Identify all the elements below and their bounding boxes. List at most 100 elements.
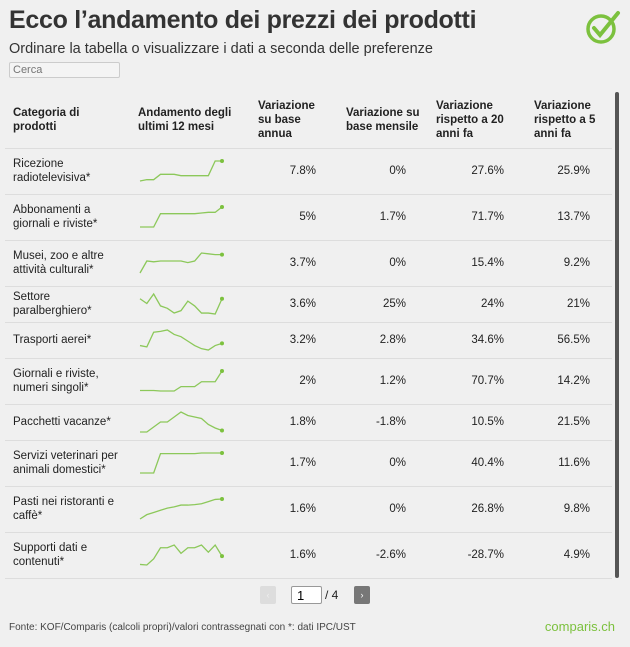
- value-monthly: 25%: [338, 286, 428, 323]
- price-table: Categoria di prodotti Andamento degli ult…: [5, 92, 612, 579]
- source-note: Fonte: KOF/Comparis (calcoli propri)/val…: [9, 622, 356, 633]
- page-subtitle: Ordinare la tabella o visualizzare i dat…: [9, 41, 433, 57]
- value-monthly: 1.7%: [338, 194, 428, 241]
- value-y5: 11.6%: [526, 440, 612, 487]
- sparkline-line: [139, 329, 223, 351]
- value-y20: 40.4%: [428, 440, 526, 487]
- table-row: Servizi veterinari per animali domestici…: [5, 440, 612, 487]
- value-y5: 14.2%: [526, 358, 612, 405]
- sparkline: [139, 497, 224, 520]
- page-total: / 4: [325, 588, 339, 602]
- sparkline-end-point: [220, 205, 224, 209]
- search-input[interactable]: [9, 62, 120, 78]
- value-monthly: 1.2%: [338, 358, 428, 405]
- sparkline: [139, 292, 224, 315]
- value-y20: 70.7%: [428, 358, 526, 405]
- value-annual: 7.8%: [250, 148, 338, 195]
- value-monthly: 0%: [338, 240, 428, 287]
- brand-link[interactable]: comparis.ch: [544, 619, 615, 634]
- value-y5: 21.5%: [526, 404, 612, 441]
- value-y5: 4.9%: [526, 532, 612, 579]
- sparkline-line: [139, 292, 223, 315]
- value-y5: 56.5%: [526, 322, 612, 359]
- category-name: Musei, zoo e altre attività culturali*: [5, 240, 130, 287]
- sparkline-line: [139, 543, 223, 566]
- column-header[interactable]: Andamento degli ultimi 12 mesi: [130, 92, 250, 149]
- prev-page-button[interactable]: ‹: [260, 586, 276, 604]
- sparkline-end-point: [220, 451, 224, 455]
- sparkline-end-point: [220, 497, 224, 501]
- sparkline: [140, 411, 224, 433]
- scrollbar[interactable]: [615, 92, 619, 578]
- value-y20: 34.6%: [428, 322, 526, 359]
- column-header[interactable]: Variazione su base annua: [250, 92, 338, 149]
- value-monthly: 2.8%: [338, 322, 428, 359]
- table-row: Supporti dati e contenuti* 1.6% -2.6% -28.7…: [5, 532, 612, 579]
- category-name: Supporti dati e contenuti*: [5, 532, 130, 579]
- value-y20: 26.8%: [428, 486, 526, 533]
- page-number-input[interactable]: [291, 586, 322, 604]
- category-name: Pasti nei ristoranti e caffè*: [5, 486, 130, 533]
- sparkline-line: [140, 452, 222, 474]
- sparkline-end-point: [220, 369, 224, 373]
- table-row: Abbonamenti a giornali e riviste* 5% 1.7% 7…: [5, 194, 612, 241]
- table-row: Settore paralberghiero* 3.6% 25% 24% 21%: [5, 286, 612, 323]
- chevron-right-icon: ›: [360, 590, 364, 600]
- trend-cell: [130, 404, 250, 441]
- column-header[interactable]: Variazione su base mensile: [338, 92, 428, 149]
- value-y5: 25.9%: [526, 148, 612, 195]
- value-annual: 3.2%: [250, 322, 338, 359]
- value-annual: 5%: [250, 194, 338, 241]
- sparkline: [140, 205, 224, 228]
- value-annual: 3.7%: [250, 240, 338, 287]
- value-y5: 9.2%: [526, 240, 612, 287]
- column-header[interactable]: Variazione rispetto a 5 anni fa: [526, 92, 612, 149]
- value-monthly: 0%: [338, 486, 428, 533]
- value-y20: -28.7%: [428, 532, 526, 579]
- table-row: Ricezione radiotelevisiva* 7.8% 0% 27.6% 25.…: [5, 148, 612, 195]
- category-name: Abbonamenti a giornali e riviste*: [5, 194, 130, 241]
- sparkline: [140, 451, 224, 474]
- sparkline-end-point: [220, 554, 224, 559]
- value-y20: 10.5%: [428, 404, 526, 441]
- sparkline-line: [139, 252, 222, 274]
- category-name: Settore paralberghiero*: [5, 286, 130, 323]
- table-row: Pacchetti vacanze* 1.8% -1.8% 10.5% 21.5%: [5, 404, 612, 441]
- trend-cell: [130, 440, 250, 487]
- checkmark-logo-icon: [586, 11, 620, 44]
- sparkline: [139, 543, 224, 566]
- value-monthly: 0%: [338, 148, 428, 195]
- category-name: Giornali e riviste, numeri singoli*: [5, 358, 130, 405]
- sparkline-line: [140, 370, 223, 392]
- trend-cell: [130, 358, 250, 405]
- trend-cell: [130, 286, 250, 323]
- chevron-left-icon: ‹: [266, 590, 270, 600]
- table-row: Pasti nei ristoranti e caffè* 1.6% 0% 26.8%…: [5, 486, 612, 533]
- sparkline-end-point: [220, 296, 224, 301]
- trend-cell: [130, 322, 250, 359]
- sparkline-end-point: [220, 428, 224, 433]
- value-y20: 27.6%: [428, 148, 526, 195]
- table-row: Trasporti aerei* 3.2% 2.8% 34.6% 56.5%: [5, 322, 612, 359]
- sparkline: [139, 329, 224, 351]
- sparkline: [140, 369, 224, 392]
- next-page-button[interactable]: ›: [354, 586, 370, 604]
- value-annual: 2%: [250, 358, 338, 405]
- value-annual: 1.7%: [250, 440, 338, 487]
- sparkline-line: [140, 206, 223, 228]
- sparkline-line: [139, 160, 222, 182]
- sparkline: [139, 159, 224, 182]
- trend-cell: [130, 148, 250, 195]
- value-y5: 9.8%: [526, 486, 612, 533]
- sparkline-end-point: [220, 341, 224, 346]
- value-y5: 13.7%: [526, 194, 612, 241]
- value-y20: 15.4%: [428, 240, 526, 287]
- value-monthly: 0%: [338, 440, 428, 487]
- sparkline-line: [140, 411, 223, 433]
- trend-cell: [130, 532, 250, 579]
- column-header[interactable]: Variazione rispetto a 20 anni fa: [428, 92, 526, 149]
- column-header[interactable]: Categoria di prodotti: [5, 92, 130, 149]
- trend-cell: [130, 240, 250, 287]
- value-monthly: -2.6%: [338, 532, 428, 579]
- sparkline: [139, 252, 224, 274]
